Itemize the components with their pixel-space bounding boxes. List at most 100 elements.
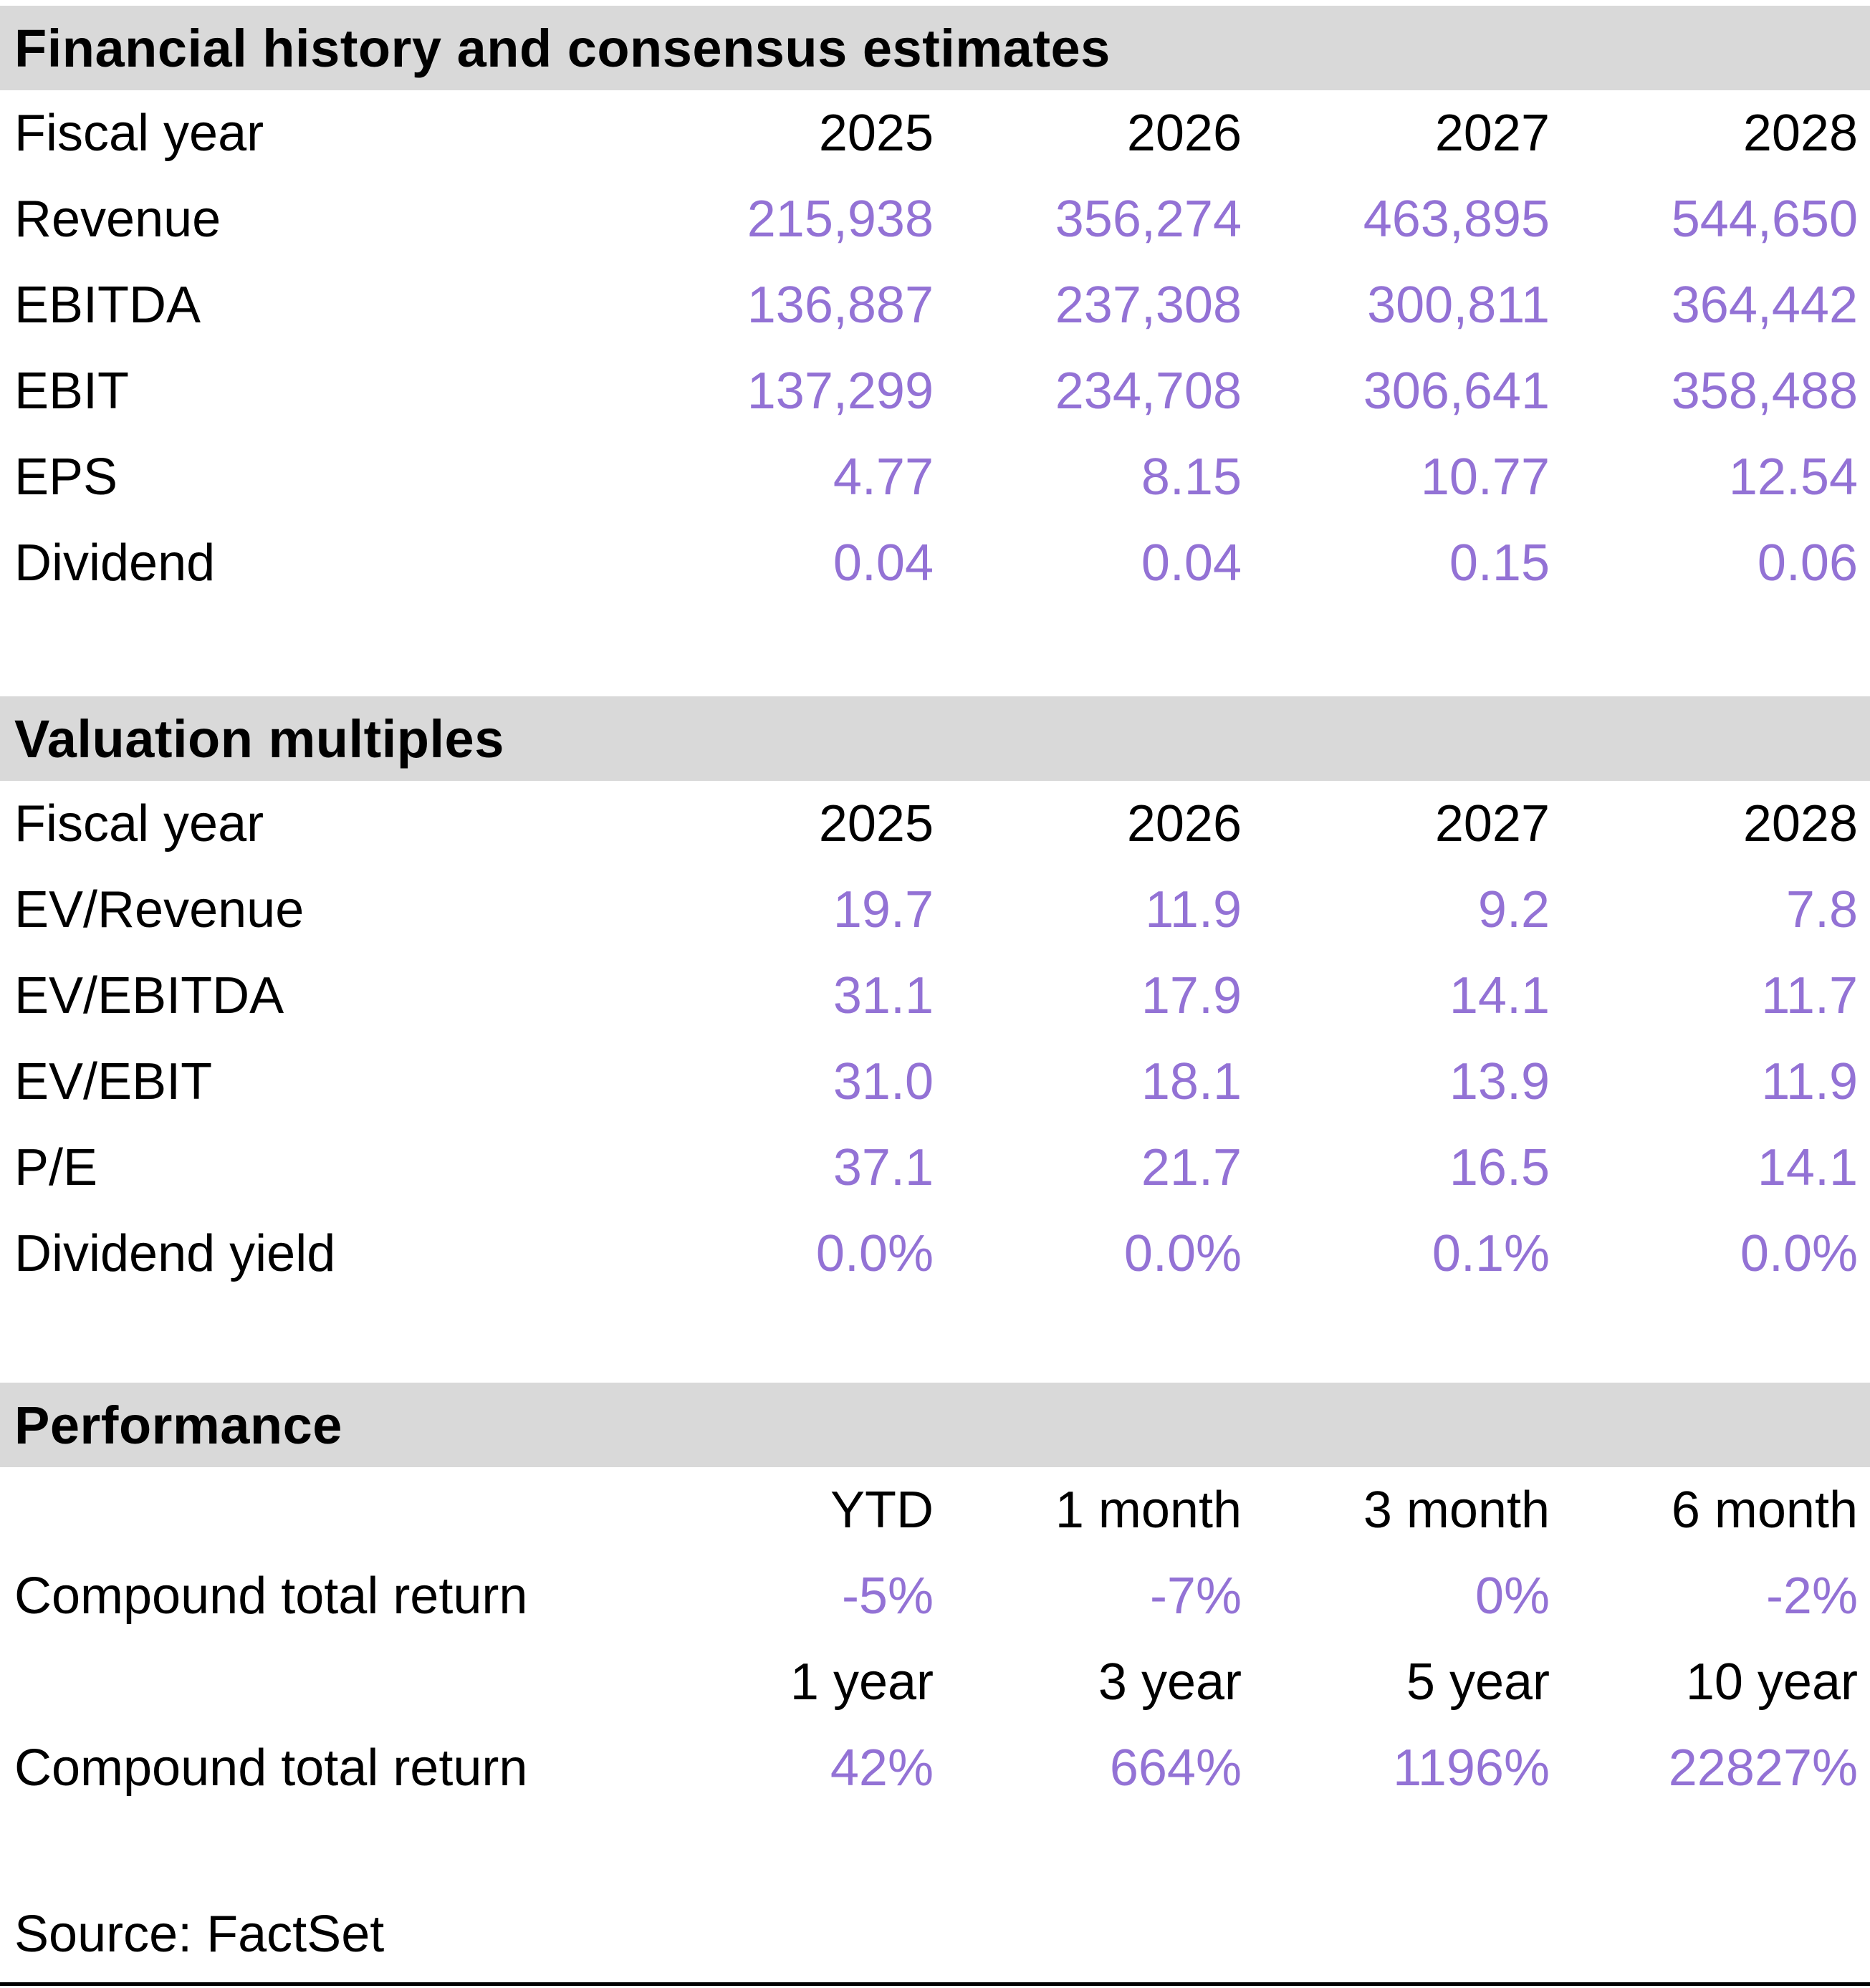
- cell-value: 17.9: [1141, 967, 1242, 1024]
- period-column-header: 1 year: [790, 1653, 934, 1711]
- section-performance: Performance YTD 1 month 3 month 6 month …: [0, 1383, 1870, 1811]
- cell-value: 0.0%: [1123, 1225, 1242, 1282]
- row-label: EBIT: [14, 362, 130, 420]
- table-header-row: Fiscal year 2025 2026 2027 2028: [0, 90, 1870, 176]
- cell-value: 234,708: [1055, 362, 1242, 420]
- cell-value: -2%: [1765, 1567, 1858, 1625]
- row-label: EV/EBIT: [14, 1053, 213, 1110]
- table-row-eps: EPS 4.77 8.15 10.77 12.54: [0, 434, 1870, 520]
- cell-value: -5%: [841, 1567, 934, 1625]
- table-row-dividend-yield: Dividend yield 0.0% 0.0% 0.1% 0.0%: [0, 1211, 1870, 1297]
- cell-value: 19.7: [833, 881, 934, 938]
- cell-value: 11.7: [1761, 967, 1858, 1024]
- year-column-header: 2025: [818, 105, 934, 162]
- cell-value: 37.1: [833, 1139, 934, 1196]
- cell-value: 8.15: [1141, 448, 1242, 506]
- table-row-ebit: EBIT 137,299 234,708 306,641 358,488: [0, 348, 1870, 434]
- table-row-ev-ebitda: EV/EBITDA 31.1 17.9 14.1 11.7: [0, 953, 1870, 1039]
- cell-value: 4.77: [833, 448, 934, 506]
- period-column-header: 6 month: [1671, 1482, 1858, 1539]
- period-column-header: 3 month: [1363, 1482, 1550, 1539]
- year-column-header: 2027: [1434, 795, 1550, 853]
- table-row-ev-ebit: EV/EBIT 31.0 18.1 13.9 11.9: [0, 1039, 1870, 1125]
- cell-value: 14.1: [1757, 1139, 1858, 1196]
- table-row-dividend: Dividend 0.04 0.04 0.15 0.06: [0, 520, 1870, 606]
- section-title-performance: Performance: [0, 1383, 1870, 1467]
- row-label: Dividend yield: [14, 1225, 336, 1282]
- cell-value: 7.8: [1785, 881, 1858, 938]
- table-row-revenue: Revenue 215,938 356,274 463,895 544,650: [0, 176, 1870, 262]
- year-column-header: 2025: [818, 795, 934, 853]
- cell-value: 0.06: [1757, 534, 1858, 592]
- cell-value: 544,650: [1671, 191, 1858, 248]
- row-label: Compound total return: [14, 1739, 528, 1797]
- row-label: Revenue: [14, 191, 221, 248]
- cell-value: 42%: [830, 1739, 934, 1797]
- year-column-header: 2027: [1434, 105, 1550, 162]
- row-label: Dividend: [14, 534, 216, 592]
- table-row-ev-revenue: EV/Revenue 19.7 11.9 9.2 7.8: [0, 867, 1870, 953]
- cell-value: 358,488: [1671, 362, 1858, 420]
- bottom-divider: [0, 1982, 1870, 1986]
- section-title-valuation-multiples: Valuation multiples: [0, 696, 1870, 781]
- cell-value: 31.0: [833, 1053, 934, 1110]
- period-column-header: 1 month: [1055, 1482, 1242, 1539]
- cell-value: 356,274: [1055, 191, 1242, 248]
- cell-value: 0.0%: [815, 1225, 934, 1282]
- table-row-ebitda: EBITDA 136,887 237,308 300,811 364,442: [0, 262, 1870, 348]
- cell-value: 0.04: [833, 534, 934, 592]
- source-note: Source: FactSet: [14, 1906, 385, 1963]
- cell-value: 10.77: [1420, 448, 1550, 506]
- row-label: Compound total return: [14, 1567, 528, 1625]
- fiscal-year-label: Fiscal year: [14, 795, 264, 853]
- cell-value: 11.9: [1761, 1053, 1858, 1110]
- section-valuation-multiples: Valuation multiples Fiscal year 2025 202…: [0, 696, 1870, 1297]
- cell-value: 306,641: [1363, 362, 1550, 420]
- cell-value: 237,308: [1055, 277, 1242, 334]
- row-label: EV/EBITDA: [14, 967, 284, 1024]
- cell-value: 0.04: [1141, 534, 1242, 592]
- table-header-row-short-periods: YTD 1 month 3 month 6 month: [0, 1467, 1870, 1553]
- cell-value: 22827%: [1668, 1739, 1858, 1797]
- cell-value: 0%: [1475, 1567, 1550, 1625]
- year-column-header: 2028: [1742, 795, 1858, 853]
- table-header-row-long-periods: 1 year 3 year 5 year 10 year: [0, 1639, 1870, 1725]
- row-label: P/E: [14, 1139, 98, 1196]
- cell-value: -7%: [1149, 1567, 1242, 1625]
- cell-value: 1196%: [1393, 1739, 1550, 1797]
- cell-value: 11.9: [1145, 881, 1242, 938]
- cell-value: 13.9: [1449, 1053, 1550, 1110]
- table-header-row: Fiscal year 2025 2026 2027 2028: [0, 781, 1870, 867]
- cell-value: 21.7: [1141, 1139, 1242, 1196]
- row-label: EV/Revenue: [14, 881, 305, 938]
- period-column-header: 10 year: [1685, 1653, 1858, 1711]
- cell-value: 16.5: [1449, 1139, 1550, 1196]
- cell-value: 0.0%: [1740, 1225, 1858, 1282]
- cell-value: 463,895: [1363, 191, 1550, 248]
- cell-value: 12.54: [1728, 448, 1858, 506]
- row-label: EBITDA: [14, 277, 201, 334]
- cell-value: 215,938: [747, 191, 934, 248]
- cell-value: 0.1%: [1432, 1225, 1550, 1282]
- cell-value: 137,299: [747, 362, 934, 420]
- row-label: EPS: [14, 448, 118, 506]
- year-column-header: 2026: [1126, 795, 1242, 853]
- year-column-header: 2028: [1742, 105, 1858, 162]
- period-column-header: YTD: [830, 1482, 934, 1539]
- period-column-header: 3 year: [1098, 1653, 1242, 1711]
- table-row-compound-total-return-long: Compound total return 42% 664% 1196% 228…: [0, 1725, 1870, 1811]
- year-column-header: 2026: [1126, 105, 1242, 162]
- cell-value: 18.1: [1141, 1053, 1242, 1110]
- cell-value: 31.1: [833, 967, 934, 1024]
- section-financial-history: Financial history and consensus estimate…: [0, 6, 1870, 606]
- cell-value: 0.15: [1449, 534, 1550, 592]
- cell-value: 364,442: [1671, 277, 1858, 334]
- period-column-header: 5 year: [1406, 1653, 1550, 1711]
- fiscal-year-label: Fiscal year: [14, 105, 264, 162]
- section-title-financial-history: Financial history and consensus estimate…: [0, 6, 1870, 90]
- cell-value: 664%: [1109, 1739, 1242, 1797]
- table-row-pe: P/E 37.1 21.7 16.5 14.1: [0, 1125, 1870, 1211]
- cell-value: 9.2: [1477, 881, 1550, 938]
- table-row-compound-total-return-short: Compound total return -5% -7% 0% -2%: [0, 1553, 1870, 1639]
